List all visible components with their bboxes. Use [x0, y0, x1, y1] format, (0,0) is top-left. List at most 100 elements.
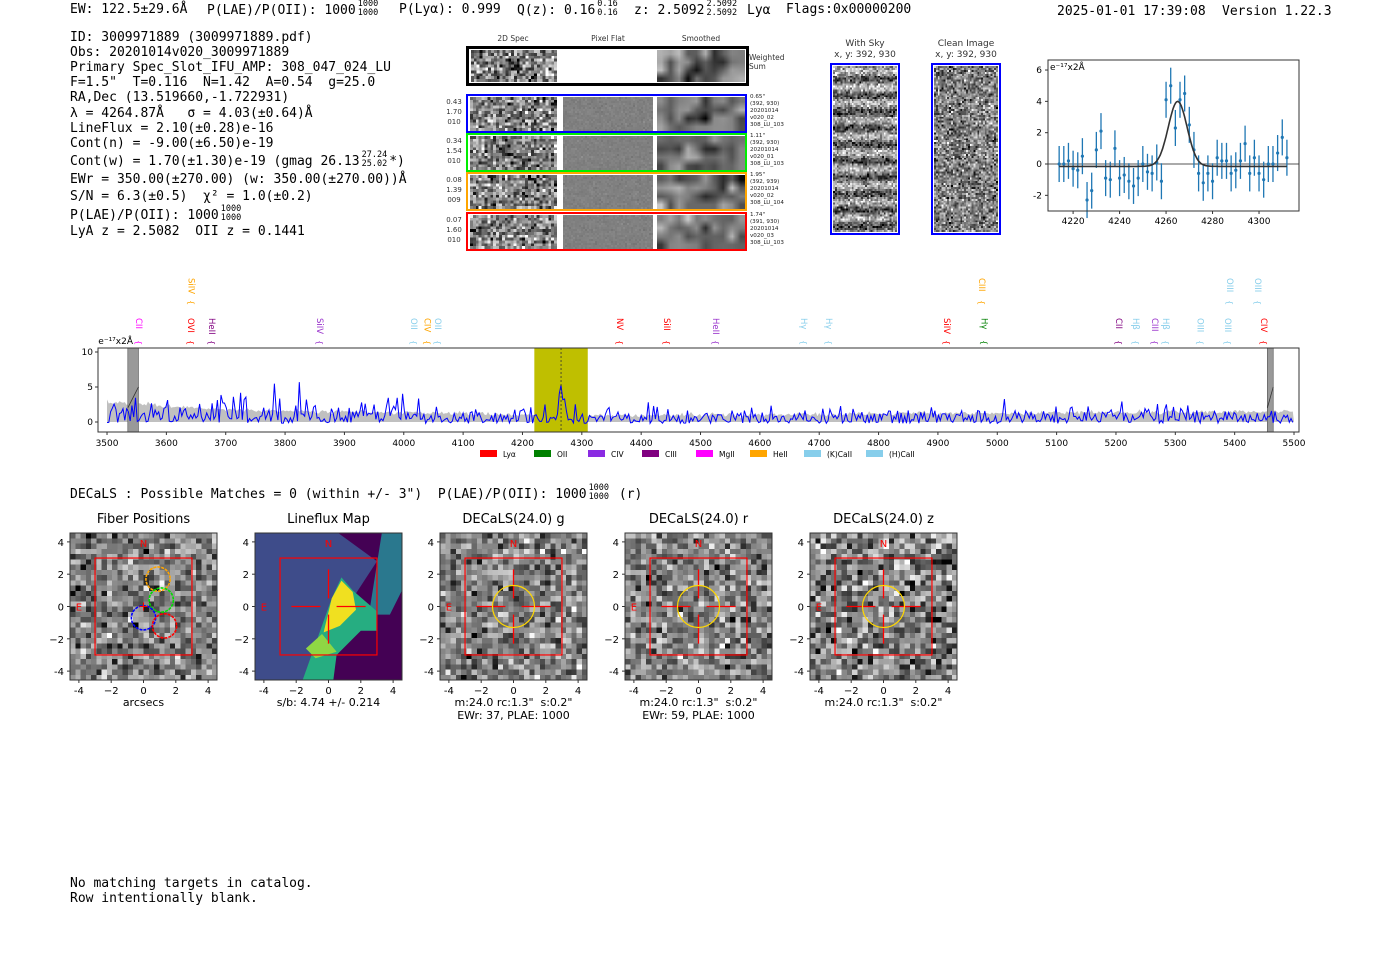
contw-end: *)	[389, 154, 405, 169]
panel-axes-frame	[624, 532, 773, 681]
qz-hi: 0.16	[597, 0, 618, 9]
emission-line-bracket-icon: {	[1114, 340, 1123, 345]
x-tick-label: 0	[510, 686, 516, 697]
with-sky-frame	[830, 63, 900, 235]
fiber-circle	[151, 612, 178, 639]
east-label: E	[446, 603, 452, 614]
fit-curve	[1059, 100, 1287, 168]
plae-value: P(LAE)/P(OII): 1000	[207, 3, 356, 18]
emission-line-label: HeII	[206, 318, 216, 335]
info-lineflux: LineFlux = 2.10(±0.28)e-16	[70, 121, 274, 136]
unit-label: e⁻¹⁷x2Å	[1050, 61, 1086, 73]
y-tick-label: 2	[428, 570, 434, 581]
data-point	[1127, 179, 1131, 183]
row-2dspec-image	[470, 97, 557, 131]
legend-swatch	[588, 450, 605, 457]
info-id: ID: 3009971889 (3009971889.pdf)	[70, 30, 313, 45]
row-2dspec-image	[470, 136, 557, 170]
x-tick-label: 2	[358, 686, 364, 697]
legend-swatch	[534, 450, 551, 457]
flux-spectrum-line	[106, 382, 1294, 425]
y-tick-label: 2	[243, 570, 249, 581]
panel-title: DECaLS(24.0) g	[462, 512, 565, 527]
row-gap	[653, 215, 657, 249]
plae-lo: 1000	[357, 7, 379, 18]
data-point	[1085, 198, 1089, 202]
data-point	[1094, 148, 1098, 152]
fiber-circle	[148, 587, 175, 613]
row-pixelflat-image	[563, 215, 653, 249]
masked-hatch	[1266, 386, 1274, 409]
x-tick-label: 4100	[452, 439, 475, 449]
y-tick-label: 0	[1036, 160, 1042, 170]
emission-line-bracket-icon: {	[942, 340, 951, 345]
weighted-smoothed-image	[657, 50, 745, 82]
data-point	[1080, 154, 1084, 158]
east-label: E	[76, 603, 82, 614]
row-smoothed-image	[657, 215, 745, 249]
decals-matches: DECaLS : Possible Matches = 0 (within +/…	[70, 484, 642, 503]
panel-caption: arcsecs	[122, 696, 165, 709]
emission-line-label: CIII	[976, 278, 986, 291]
north-label: N	[140, 539, 147, 550]
aperture-circle	[676, 584, 721, 629]
data-point	[1224, 159, 1229, 163]
legend-swatch	[804, 450, 821, 457]
fiber-row-stats: 0.07 1.60 010	[446, 216, 462, 244]
header-ew: EW: 122.5±29.6Å	[70, 2, 188, 17]
y-tick-label: 6	[1036, 66, 1042, 76]
row-gap	[557, 175, 563, 209]
y-tick-label: −2	[419, 635, 434, 646]
data-point	[1229, 171, 1233, 176]
emission-line-label: OIII	[1252, 278, 1262, 292]
data-point	[1099, 129, 1103, 133]
legend-label: Lyα	[503, 450, 516, 459]
row-smoothed-image	[657, 175, 745, 209]
info-radec: RA,Dec (13.519660,-1.722931)	[70, 90, 290, 105]
x-tick-label: 0	[140, 686, 146, 697]
data-point	[1215, 156, 1219, 160]
emission-line-bracket-icon: {	[1161, 340, 1170, 345]
data-point	[1173, 126, 1177, 130]
fiber-row-info: 0.65" (392, 930) 20201014 v020_02 308_LU…	[750, 94, 784, 128]
emission-line-label: Hβ	[1160, 318, 1170, 330]
weighted-sum-frame	[466, 46, 749, 86]
data-point	[1062, 162, 1066, 166]
header-datetime: 2025-01-01 17:39:08	[1057, 4, 1206, 19]
emission-line-label: Hγ	[798, 318, 808, 329]
emission-line-label: CIII	[1149, 318, 1159, 331]
x-tick-label: 4600	[748, 439, 771, 449]
panel-caption: m:24.0 rc:1.3" s:0.2"	[824, 696, 943, 709]
data-point	[1220, 159, 1224, 163]
x-tick-label: 4800	[867, 439, 890, 449]
data-point	[1145, 170, 1150, 174]
x-tick-label: 0	[880, 686, 886, 697]
x-tick-label: -4	[814, 686, 824, 697]
row-gap	[653, 175, 657, 209]
y-tick-label: 0	[58, 603, 64, 614]
legend-swatch	[696, 450, 713, 457]
emission-line-bracket-icon: {	[1253, 300, 1262, 305]
info-plae-hi: 1000	[220, 204, 242, 214]
x-tick-label: -4	[629, 686, 639, 697]
east-label: E	[816, 603, 822, 614]
x-tick-label: 4300	[570, 439, 593, 449]
data-point	[1210, 179, 1215, 183]
x-tick-label: −2	[659, 686, 674, 697]
east-label: E	[631, 603, 637, 614]
north-label: N	[880, 539, 887, 550]
fiber-row-frame-2	[466, 172, 747, 211]
fiber-row-stats: 0.43 1.70 010	[446, 98, 462, 126]
aperture-circle	[861, 584, 906, 629]
emission-line-bracket-icon: {	[615, 340, 624, 345]
aperture-square	[279, 557, 378, 656]
panel-title: DECaLS(24.0) z	[833, 512, 934, 527]
panel-title: Lineflux Map	[287, 512, 370, 527]
row-pixelflat-image	[563, 136, 653, 170]
x-tick-label: 4500	[689, 439, 712, 449]
x-tick-label: 5000	[986, 439, 1009, 449]
data-point	[1206, 171, 1210, 176]
data-point	[1164, 98, 1168, 102]
data-point	[1257, 171, 1261, 176]
header-plya: P(Lyα): 0.999	[399, 2, 501, 17]
